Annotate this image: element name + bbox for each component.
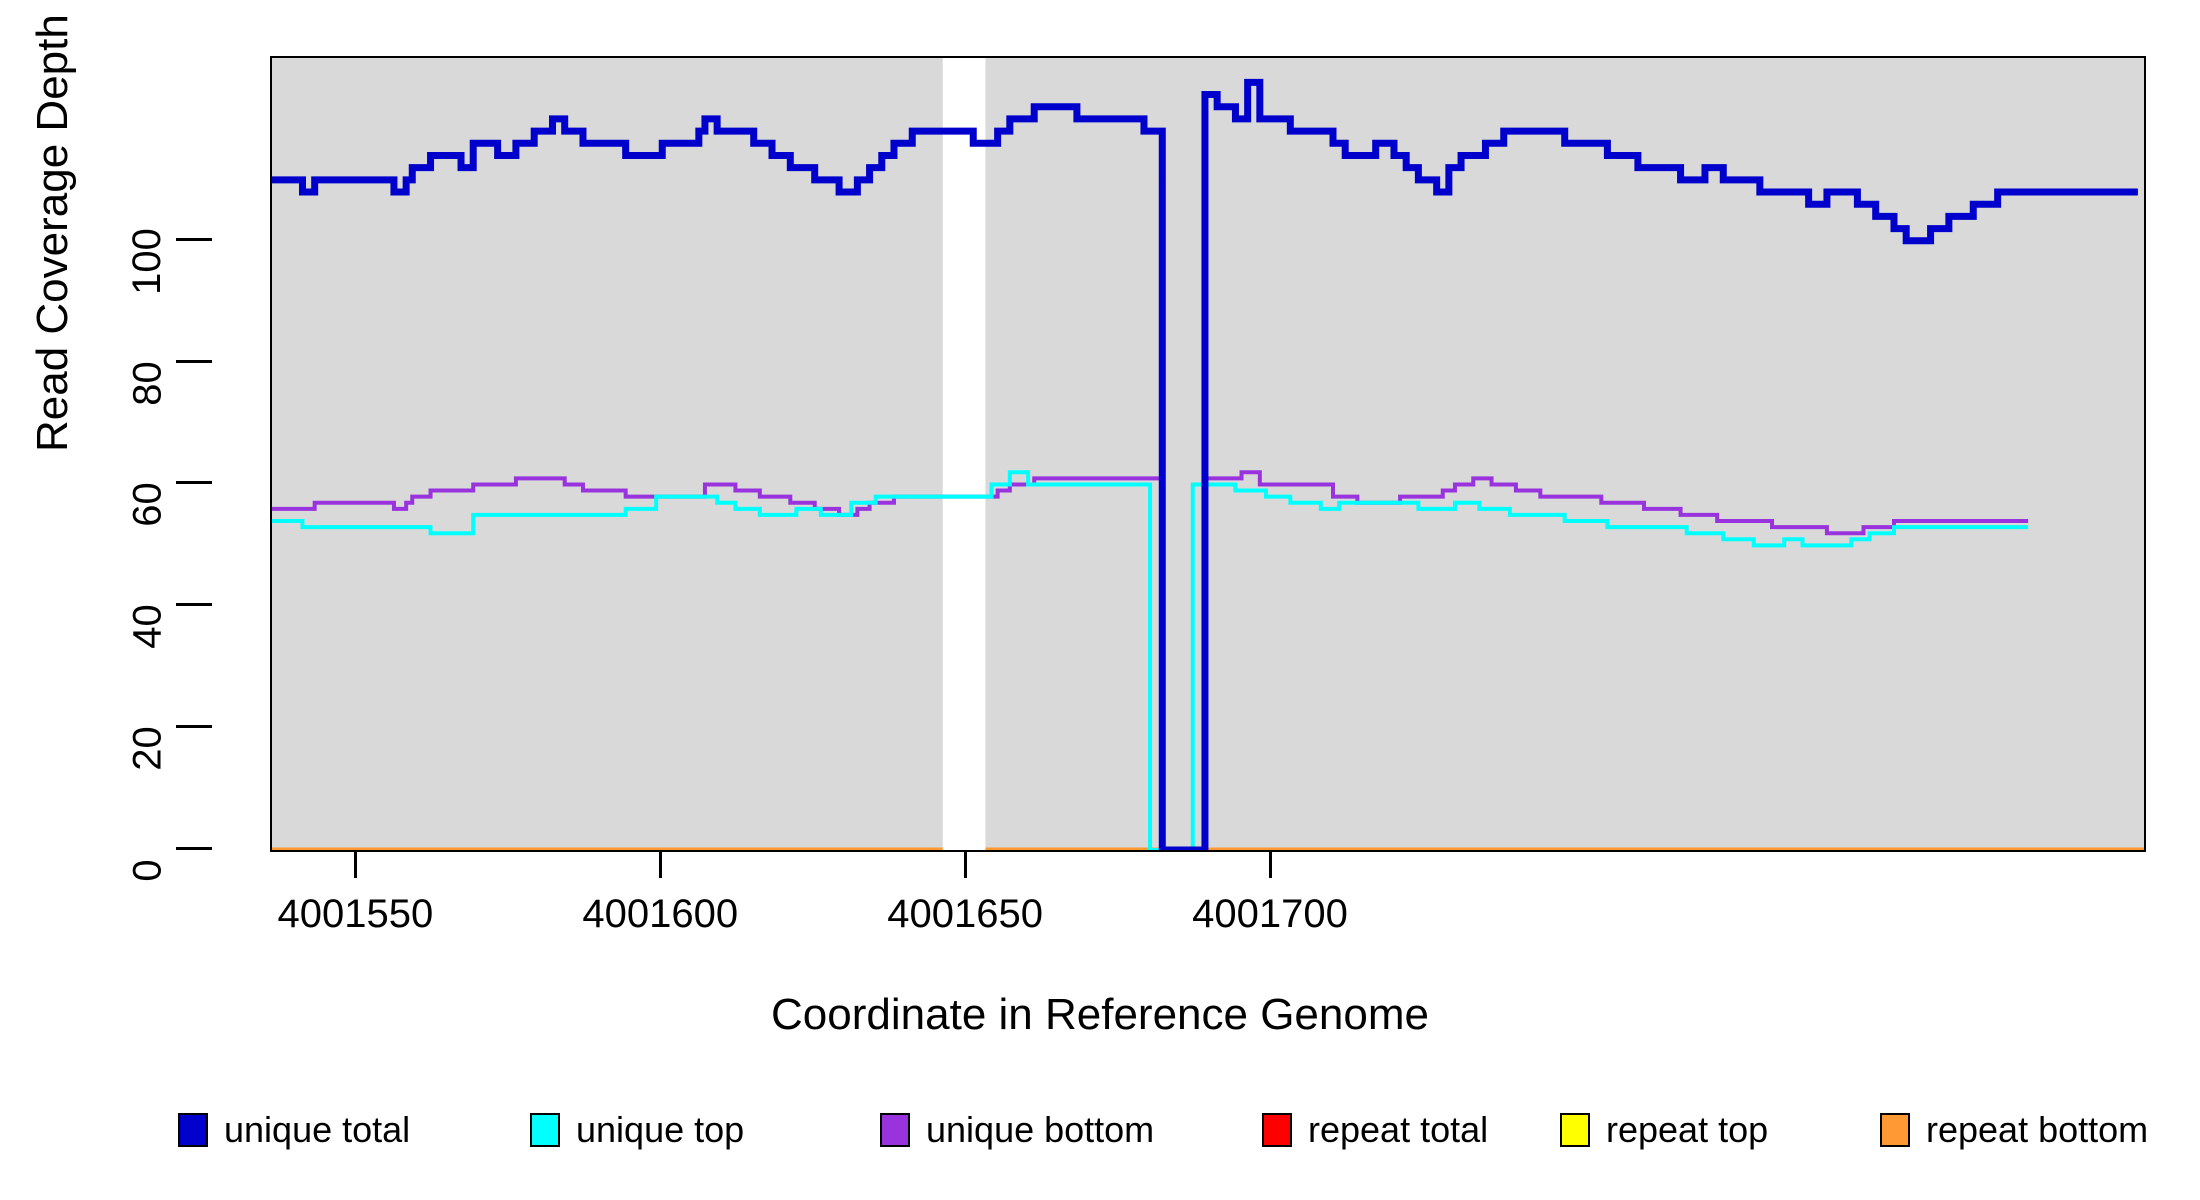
x-tick-mark — [659, 850, 663, 878]
x-tick-label: 4001700 — [1192, 892, 1348, 936]
legend-swatch-icon — [880, 1113, 910, 1147]
y-tick-mark — [176, 359, 212, 363]
series-line-unique-total — [272, 78, 2138, 850]
legend-item[interactable]: unique top — [530, 1108, 744, 1152]
y-tick-label: 40 — [125, 604, 169, 650]
legend-item[interactable]: unique total — [178, 1108, 410, 1152]
legend: unique total unique top unique bottom repea… — [0, 1108, 2200, 1168]
x-tick-label: 4001600 — [582, 892, 739, 936]
y-axis-title: Read Coverage Depth — [28, 14, 77, 452]
y-tick-label: 80 — [125, 360, 169, 406]
legend-swatch-icon — [1560, 1113, 1590, 1147]
legend-label: unique top — [576, 1109, 745, 1150]
legend-swatch-icon — [178, 1113, 208, 1147]
x-tick-mark — [354, 850, 358, 878]
legend-item[interactable]: unique bottom — [880, 1108, 1154, 1152]
legend-item[interactable]: repeat total — [1262, 1108, 1488, 1152]
y-tick-mark — [176, 481, 212, 485]
y-tick-mark — [176, 603, 212, 607]
plot-panel — [270, 56, 2146, 852]
legend-swatch-icon — [1262, 1113, 1292, 1147]
legend-label: unique total — [224, 1109, 411, 1150]
series-line-unique-bottom — [272, 470, 2029, 850]
coverage-series-canvas — [272, 58, 2144, 850]
legend-item[interactable]: repeat bottom — [1880, 1108, 2148, 1152]
y-tick-label: 0 — [125, 859, 169, 882]
series-line-unique-top — [272, 470, 2029, 850]
y-tick-label: 100 — [125, 227, 169, 295]
y-tick-label: 60 — [125, 482, 169, 528]
no-coverage-gap-band — [942, 58, 986, 850]
legend-label: repeat top — [1606, 1109, 1769, 1150]
legend-label: repeat total — [1308, 1109, 1489, 1150]
legend-swatch-icon — [1880, 1113, 1910, 1147]
x-tick-mark — [964, 850, 968, 878]
y-tick-mark — [176, 725, 212, 729]
x-tick-mark — [1269, 850, 1273, 878]
x-tick-label: 4001650 — [887, 892, 1043, 936]
y-axis: Read Coverage Depth 0 20 40 60 80 100 — [0, 0, 270, 1200]
x-axis-title: Coordinate in Reference Genome — [771, 990, 1429, 1039]
legend-label: repeat bottom — [1926, 1109, 2149, 1150]
y-tick-mark — [176, 237, 212, 241]
y-tick-mark — [176, 847, 212, 850]
x-tick-label: 4001550 — [277, 892, 434, 936]
legend-item[interactable]: repeat top — [1560, 1108, 1768, 1152]
y-tick-label: 20 — [125, 726, 169, 771]
legend-label: unique bottom — [926, 1109, 1155, 1150]
legend-swatch-icon — [530, 1113, 560, 1147]
